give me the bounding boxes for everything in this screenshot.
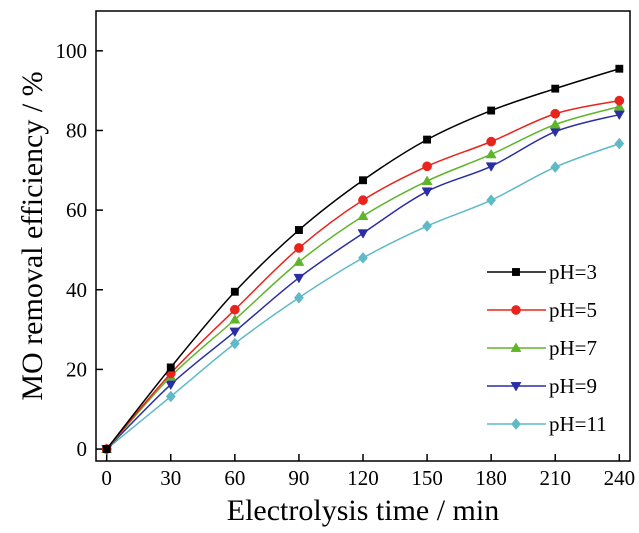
y-tick-label: 60 <box>66 198 87 222</box>
x-tick-label: 60 <box>224 466 245 490</box>
data-point <box>487 106 496 115</box>
data-point <box>229 304 240 315</box>
data-point <box>510 382 522 392</box>
legend-item: pH=5 <box>487 298 597 322</box>
x-tick-label: 210 <box>539 466 571 490</box>
series-ph-7 <box>101 101 625 453</box>
data-point <box>166 363 175 372</box>
x-tick-label: 150 <box>411 466 443 490</box>
legend-item: pH=3 <box>487 260 597 284</box>
series-line <box>106 99 620 450</box>
legend-label: pH=3 <box>549 260 597 284</box>
y-axis-title: MO removal efficiency / % <box>16 71 49 400</box>
data-point <box>294 226 303 234</box>
legend-label: pH=9 <box>549 374 597 398</box>
series-layer <box>101 64 625 455</box>
x-tick-label: 120 <box>347 466 379 490</box>
legend: pH=3 pH=5 pH=7 pH=9 pH=11 <box>487 260 607 436</box>
data-point <box>511 418 521 430</box>
x-axis-title: Electrolysis time / min <box>227 494 499 527</box>
data-point <box>423 135 432 144</box>
data-point <box>512 268 520 276</box>
axis-ticks: 0 30 60 90 120 150 180 210 240 0 20 40 60 80 100 <box>56 39 636 490</box>
data-point <box>230 287 239 296</box>
data-point <box>422 220 433 232</box>
data-point <box>422 161 432 172</box>
data-point <box>549 127 561 138</box>
data-point <box>421 175 433 185</box>
data-point <box>614 137 625 150</box>
data-point <box>485 162 497 172</box>
data-point <box>613 101 625 111</box>
legend-item: pH=11 <box>487 412 607 436</box>
series-ph-5 <box>101 95 625 454</box>
data-point <box>510 342 522 352</box>
data-point <box>229 314 241 324</box>
legend-label: pH=11 <box>549 412 607 436</box>
data-point <box>358 195 368 206</box>
x-tick-label: 90 <box>288 466 309 490</box>
data-point <box>102 445 111 453</box>
x-tick-label: 30 <box>160 466 181 490</box>
y-tick-label: 20 <box>66 357 87 381</box>
y-tick-label: 100 <box>56 39 88 63</box>
series-line <box>106 113 620 450</box>
data-point <box>485 148 497 159</box>
legend-item: pH=9 <box>487 374 597 398</box>
y-tick-label: 40 <box>66 278 87 302</box>
data-point <box>293 291 304 304</box>
data-point <box>613 110 625 121</box>
legend-item: pH=7 <box>487 336 597 360</box>
data-point <box>165 390 176 403</box>
series-line <box>106 105 620 450</box>
data-point <box>486 194 497 207</box>
data-point <box>486 136 497 147</box>
data-point <box>549 118 561 129</box>
data-point <box>358 251 368 264</box>
y-tick-label: 80 <box>66 118 87 142</box>
x-tick-label: 0 <box>101 466 112 490</box>
data-point <box>551 84 560 93</box>
data-point <box>357 229 369 239</box>
y-tick-label: 0 <box>77 437 88 461</box>
data-point <box>511 305 521 315</box>
data-point <box>421 187 433 197</box>
data-point <box>293 273 305 284</box>
series-ph-11 <box>101 137 625 455</box>
legend-label: pH=7 <box>549 336 597 360</box>
series-line <box>106 142 620 450</box>
series-line <box>106 68 620 450</box>
x-tick-label: 180 <box>475 466 507 490</box>
data-point <box>229 327 241 338</box>
data-point <box>294 243 304 253</box>
series-ph-9 <box>101 110 625 455</box>
data-point <box>615 64 624 73</box>
legend-label: pH=5 <box>549 298 597 322</box>
data-point <box>550 108 561 119</box>
series-ph-3 <box>102 64 624 453</box>
data-point <box>614 95 625 106</box>
data-point <box>359 176 367 185</box>
data-point <box>229 337 240 350</box>
data-point <box>165 380 177 391</box>
data-point <box>550 161 561 174</box>
x-tick-label: 240 <box>604 466 636 490</box>
data-point <box>357 210 369 221</box>
data-point <box>293 256 305 266</box>
